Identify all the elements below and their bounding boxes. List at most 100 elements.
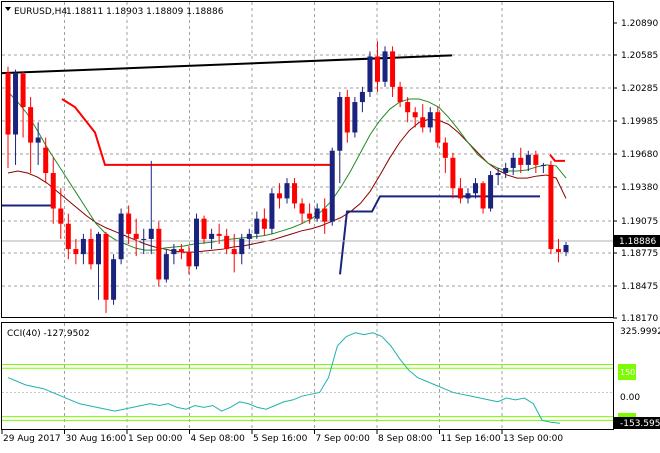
candle[interactable] [239,233,245,265]
candle[interactable] [141,228,147,255]
candle[interactable] [178,243,184,260]
price-tick-label: 1.18775 [621,249,658,259]
candle[interactable] [397,81,403,108]
candle[interactable] [390,46,396,97]
candle[interactable] [307,203,313,224]
candle[interactable] [563,241,569,257]
candle[interactable] [163,249,169,283]
candle[interactable] [299,198,305,224]
candle[interactable] [261,208,267,236]
candle[interactable] [367,51,373,97]
candle[interactable] [488,171,494,212]
candle[interactable] [412,107,418,128]
cci-indicator [2,332,613,424]
candle[interactable] [80,233,86,265]
candle[interactable] [5,66,11,168]
candle-body [518,157,524,165]
candle[interactable] [194,213,200,270]
candle[interactable] [216,223,222,244]
candle[interactable] [405,96,411,123]
candle[interactable] [276,183,282,209]
candle-body [118,213,124,260]
candle[interactable] [103,231,109,313]
candle[interactable] [374,41,380,92]
candle[interactable] [43,137,49,184]
candle[interactable] [133,218,139,257]
candle[interactable] [292,178,298,209]
candle[interactable] [533,150,539,174]
candle[interactable] [382,46,388,87]
candle[interactable] [148,160,154,255]
candle[interactable] [186,246,192,275]
svg-text:1.18886: 1.18886 [619,237,656,247]
candle-body [322,208,328,222]
candle[interactable] [352,96,358,138]
candle-body [495,173,501,176]
candle[interactable] [13,69,19,165]
candle[interactable] [201,215,207,244]
candle[interactable] [73,238,79,265]
ma-slow-line [7,118,567,253]
candle-body [261,218,267,229]
candle[interactable] [337,91,343,184]
candle[interactable] [284,178,290,204]
candle-body [533,154,539,165]
time-tick-label: 4 Sep 08:00 [191,434,246,444]
candle[interactable] [525,150,531,171]
cci-label: CCI(40) -127.9502 [7,329,90,339]
candle[interactable] [465,188,471,204]
candle[interactable] [457,178,463,204]
time-tick-label: 5 Sep 16:00 [253,434,308,444]
candle[interactable] [322,198,328,234]
candle[interactable] [156,221,162,287]
candle[interactable] [35,122,41,165]
candle[interactable] [314,203,320,222]
candle[interactable] [442,137,448,174]
candle-body [28,107,34,143]
candles[interactable] [5,41,569,313]
ma-fast-line [7,91,567,251]
candle[interactable] [20,71,26,138]
candle[interactable] [118,208,124,265]
candle[interactable] [420,104,426,133]
candle[interactable] [224,228,230,255]
candle[interactable] [540,162,546,174]
candle-body [540,164,546,166]
candle[interactable] [473,178,479,199]
candle[interactable] [555,238,561,263]
candle[interactable] [246,228,252,250]
candle[interactable] [171,243,177,265]
candle[interactable] [427,107,433,133]
candle[interactable] [58,188,64,239]
candle[interactable] [65,213,71,260]
candle[interactable] [50,157,56,224]
candle[interactable] [503,162,509,179]
candle[interactable] [518,147,524,174]
candle[interactable] [88,228,94,270]
candle-body [465,193,471,199]
candle[interactable] [548,160,554,255]
candle[interactable] [126,205,132,244]
collapse-arrow-icon[interactable] [5,7,11,11]
candle[interactable] [111,254,117,305]
candle-body [473,183,479,194]
candle-body [359,91,365,103]
candle[interactable] [95,231,101,300]
candle[interactable] [329,147,335,226]
candle[interactable] [28,96,34,174]
candle[interactable] [480,181,486,214]
candle[interactable] [344,89,350,143]
candle[interactable] [435,107,441,148]
candle[interactable] [231,233,237,273]
candle[interactable] [209,228,215,250]
candle-body [126,213,132,234]
candle[interactable] [269,188,275,234]
candle[interactable] [450,152,456,199]
candle[interactable] [495,167,501,186]
candle[interactable] [359,86,365,113]
candle[interactable] [254,211,260,239]
candle[interactable] [510,152,516,176]
candle-body [43,147,49,174]
